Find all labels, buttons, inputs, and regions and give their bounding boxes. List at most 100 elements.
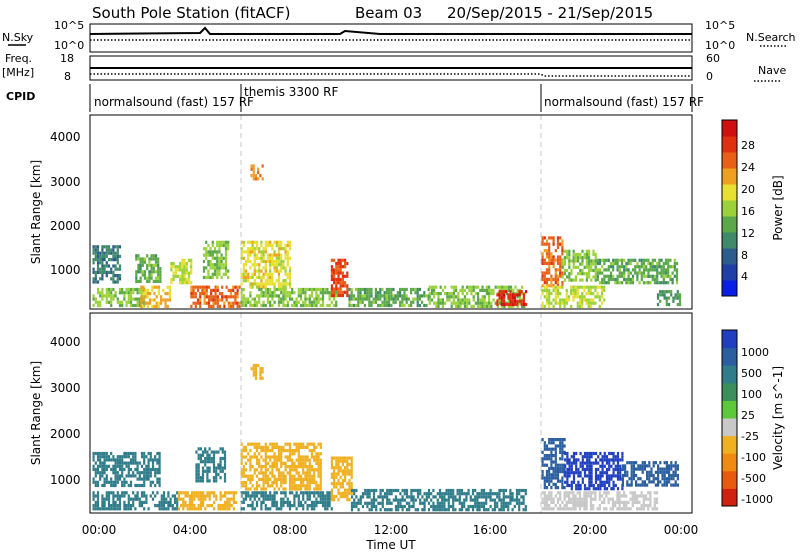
- power-cell-6: [211, 253, 214, 257]
- velocity-cell-8: [386, 488, 389, 493]
- velocity-cell-1: [101, 507, 104, 511]
- velocity-cell-6: [255, 500, 259, 504]
- velocity-cell-6: [293, 497, 296, 501]
- velocity-cell-0: [147, 467, 150, 472]
- power-cell-8: [269, 279, 272, 283]
- power-cell-17: [627, 271, 630, 275]
- velocity-cell-2: [182, 500, 185, 504]
- power-cell-1: [140, 287, 144, 292]
- velocity-cell-5: [308, 461, 311, 465]
- power-cell-3: [168, 285, 171, 289]
- velocity-cell-8: [447, 501, 450, 505]
- power-cell-9: [271, 291, 274, 295]
- power-cell-12: [433, 295, 436, 299]
- velocity-cell-11: [674, 470, 677, 474]
- power-cell-5: [236, 301, 239, 305]
- velocity-cell-5: [249, 455, 252, 459]
- velocity-cell-10: [579, 464, 582, 468]
- power-cell-6: [216, 243, 219, 248]
- power-cell-13: [518, 290, 521, 294]
- velocity-cell-12: [572, 494, 575, 498]
- velocity-cell-9: [543, 476, 546, 480]
- velocity-cell-8: [463, 492, 466, 496]
- power-cell-17: [649, 281, 652, 285]
- power-cell-1: [138, 300, 141, 304]
- power-cell-8: [264, 279, 267, 283]
- velocity-cell-8: [507, 495, 510, 499]
- power-cell-16: [583, 252, 586, 257]
- velocity-cell-10: [612, 474, 615, 478]
- power-cell-5: [214, 298, 217, 302]
- power-cell-13: [518, 293, 521, 297]
- velocity-cell-9: [556, 470, 560, 474]
- power-cell-9: [310, 303, 314, 308]
- power-cell-8: [249, 250, 252, 254]
- power-cell-5: [190, 292, 193, 296]
- power-cell-2: [139, 263, 142, 267]
- power-cell-4: [185, 261, 188, 266]
- velocity-cell-5: [264, 442, 267, 446]
- velocity-cell-9: [559, 463, 562, 467]
- power-cell-13: [520, 302, 523, 307]
- power-cell-14: [559, 255, 562, 259]
- velocity-cell-1: [140, 500, 144, 504]
- velocity-cell-6: [302, 504, 305, 508]
- velocity-cell-5: [240, 474, 243, 478]
- velocity-colorbar: 1000 500 100 25 -25 -100 -500 -1000 Velo…: [721, 329, 785, 507]
- power-cell-17: [651, 268, 654, 272]
- velocity-cell-7: [341, 456, 344, 460]
- power-cell-11: [370, 294, 373, 298]
- power-cell-15: [594, 301, 597, 305]
- power-cell-12: [481, 304, 484, 308]
- power-cell-3: [153, 285, 156, 289]
- velocity-cell-0: [143, 461, 146, 465]
- power-cell-3: [151, 298, 154, 302]
- velocity-cell-10: [621, 455, 624, 459]
- velocity-cell-3: [223, 450, 227, 454]
- power-cell-11: [350, 291, 353, 295]
- velocity-cell-8: [471, 504, 475, 509]
- velocity-cell-7: [337, 466, 340, 470]
- power-cell-12: [457, 292, 460, 296]
- power-cell-15: [600, 288, 604, 292]
- power-cell-11: [348, 303, 351, 308]
- power-cell-0: [101, 264, 104, 268]
- velocity-cell-1: [173, 497, 177, 501]
- power-cell-8: [277, 250, 281, 254]
- power-cell-14: [550, 252, 553, 256]
- power-cell-15: [548, 304, 551, 308]
- velocity-cell-8: [476, 492, 479, 496]
- power-cell-1: [105, 287, 108, 292]
- power-cell-8: [269, 275, 272, 280]
- velocity-cell-9: [561, 450, 564, 454]
- velocity-cell-0: [127, 471, 130, 475]
- velocity-cell-0: [114, 477, 117, 481]
- power-cell-16: [577, 252, 580, 257]
- power-cell-12: [472, 285, 475, 289]
- velocity-cell-7: [346, 469, 349, 473]
- power-cell-11: [412, 300, 415, 304]
- velocity-cell-10: [583, 467, 587, 472]
- velocity-cell-5: [273, 461, 276, 465]
- velocity-cell-8: [368, 488, 371, 493]
- velocity-cell-7: [337, 488, 340, 492]
- power-cell-12: [446, 298, 449, 302]
- velocity-cell-2: [219, 491, 222, 495]
- power-cell-9: [260, 287, 263, 292]
- power-cell-9: [284, 297, 287, 301]
- velocity-cell-10: [594, 474, 598, 478]
- velocity-cell-11: [643, 480, 646, 484]
- power-cell-12: [490, 301, 493, 305]
- velocity-cell-12: [618, 507, 621, 511]
- velocity-cell-12: [583, 507, 586, 511]
- power-cell-9: [284, 287, 287, 292]
- power-cell-18: [672, 296, 675, 300]
- velocity-cell-10: [564, 480, 567, 484]
- power-colorbar-swatch-7: [722, 168, 737, 185]
- power-cell-6: [207, 269, 210, 273]
- power-cell-5: [201, 292, 204, 296]
- velocity-cell-8: [353, 488, 356, 493]
- velocity-cell-5: [299, 445, 303, 449]
- velocity-cell-11: [657, 464, 660, 468]
- velocity-cell-6: [282, 504, 285, 508]
